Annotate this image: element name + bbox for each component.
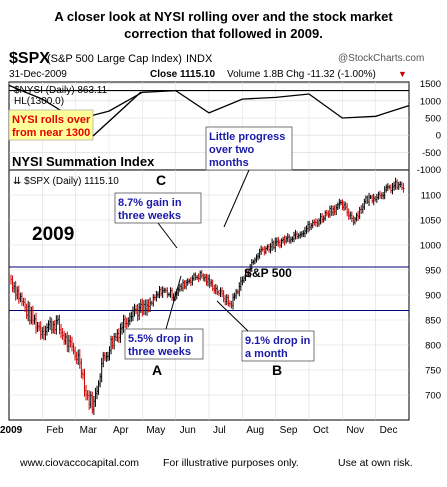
spx-x-tick: Apr bbox=[113, 425, 129, 436]
spx-legend-text: $SPX (Daily) 1115.10 bbox=[24, 176, 119, 187]
year-label: 2009 bbox=[32, 224, 74, 245]
page-title: A closer look at NYSI rolling over and t… bbox=[0, 8, 447, 42]
nysi-y-tick: -1000 bbox=[417, 165, 441, 176]
callout-little-progress-arrow bbox=[223, 169, 250, 228]
spx-x-tick: Mar bbox=[80, 425, 98, 436]
spx-y-tick: 700 bbox=[425, 391, 441, 402]
nysi-annotation-box bbox=[8, 109, 94, 141]
label-b: C bbox=[156, 172, 166, 188]
spx-horizontal-levels bbox=[9, 266, 409, 311]
callout-little-progress-text: Little progress over two months bbox=[209, 131, 288, 169]
nysi-y-tick: 500 bbox=[425, 114, 441, 125]
change-down-icon: ▼ bbox=[398, 69, 407, 79]
spx-x-tick: Jun bbox=[180, 425, 196, 436]
callout-drop-a-text: 5.5% drop in three weeks bbox=[128, 333, 196, 358]
symbol-description: (S&P 500 Large Cap Index) bbox=[47, 53, 182, 65]
spx-y-tick: 950 bbox=[425, 266, 441, 277]
close-value: Close 1115.10 bbox=[150, 69, 215, 80]
date: 31-Dec-2009 bbox=[9, 69, 67, 80]
nysi-y-tick: 1000 bbox=[420, 96, 441, 107]
spx-x-tick: Nov bbox=[346, 425, 364, 436]
spx-y-tick: 800 bbox=[425, 341, 441, 352]
nysi-y-tick: 0 bbox=[436, 131, 441, 142]
spx-y-tick: 1050 bbox=[420, 216, 441, 227]
callout-drop-a-box bbox=[124, 328, 204, 360]
nysi-y-tick: -500 bbox=[422, 148, 441, 159]
nysi-annotation-arrow bbox=[92, 91, 142, 137]
spx-x-tick: Feb bbox=[46, 425, 64, 436]
nysi-legend-1: $NYSI (Daily) 863.11 bbox=[14, 85, 108, 96]
spx-x-tick: Sep bbox=[280, 425, 298, 436]
footer-website: www.ciovaccocapital.com bbox=[20, 457, 140, 469]
spx-y-tick: 850 bbox=[425, 316, 441, 327]
label-a: A bbox=[152, 362, 162, 378]
spx-legend: ⇊ $SPX (Daily) 1115.10 bbox=[13, 176, 119, 187]
title-line-1: A closer look at NYSI rolling over and t… bbox=[54, 9, 393, 24]
spx-x-tick: Dec bbox=[380, 425, 398, 436]
spx-x-tick: May bbox=[146, 425, 165, 436]
spx-grid bbox=[9, 170, 409, 420]
symbol: $SPX bbox=[9, 50, 50, 67]
footer-disclaimer: For illustrative purposes only. bbox=[163, 457, 299, 469]
callout-drop-c-text: 9.1% drop in a month bbox=[245, 335, 313, 360]
spx-x-tick-labels: 2009 Feb Mar Apr May Jun Jul Aug Sep Oct Nov Dec bbox=[0, 425, 397, 436]
title-line-2: correction that followed in 2009. bbox=[124, 26, 323, 41]
callout-little-progress-box bbox=[205, 126, 293, 171]
footer-risk: Use at own risk. bbox=[338, 457, 413, 469]
spx-price-bars bbox=[10, 177, 405, 415]
callout-gain-box bbox=[114, 192, 202, 224]
spx-x-tick: Oct bbox=[313, 425, 329, 436]
nysi-y-tick: 1500 bbox=[420, 79, 441, 90]
nysi-legend-2: HL(1300.0) bbox=[14, 96, 64, 107]
volume-value: Volume 1.8B bbox=[227, 69, 284, 80]
spx-x-tick: Aug bbox=[246, 425, 264, 436]
nysi-annotation-line-1: NYSI rolls over bbox=[12, 114, 91, 126]
callout-drop-c-arrow bbox=[216, 300, 249, 332]
label-c: B bbox=[272, 362, 282, 378]
sp500-label: S&P 500 bbox=[244, 266, 292, 280]
callout-drop-c-box bbox=[241, 330, 315, 362]
nysi-title: NYSI Summation Index bbox=[12, 154, 155, 169]
callout-gain-arrow bbox=[157, 222, 178, 249]
callout-gain-text: 8.7% gain in three weeks bbox=[118, 197, 185, 222]
spx-x-tick: 2009 bbox=[0, 425, 23, 436]
exchange: INDX bbox=[186, 53, 213, 65]
spx-y-tick: 1000 bbox=[420, 241, 441, 252]
spx-y-tick: 900 bbox=[425, 291, 441, 302]
nysi-y-tick-labels: 1500 1000 500 0 -500 -1000 bbox=[417, 79, 441, 176]
spx-y-tick: 1100 bbox=[421, 191, 441, 202]
nysi-annotation-line-2: from near 1300 bbox=[12, 127, 90, 139]
watermark: @StockCharts.com bbox=[338, 53, 424, 64]
spx-legend-icon: ⇊ bbox=[13, 176, 24, 187]
spx-y-tick-labels: 1100 1050 1000 950 900 850 800 750 700 bbox=[420, 191, 441, 402]
change-value: Chg -11.32 (-1.00%) bbox=[286, 69, 376, 80]
spx-y-tick: 750 bbox=[425, 366, 441, 377]
spx-x-tick: Jul bbox=[213, 425, 226, 436]
callout-drop-a-arrow bbox=[165, 275, 182, 330]
